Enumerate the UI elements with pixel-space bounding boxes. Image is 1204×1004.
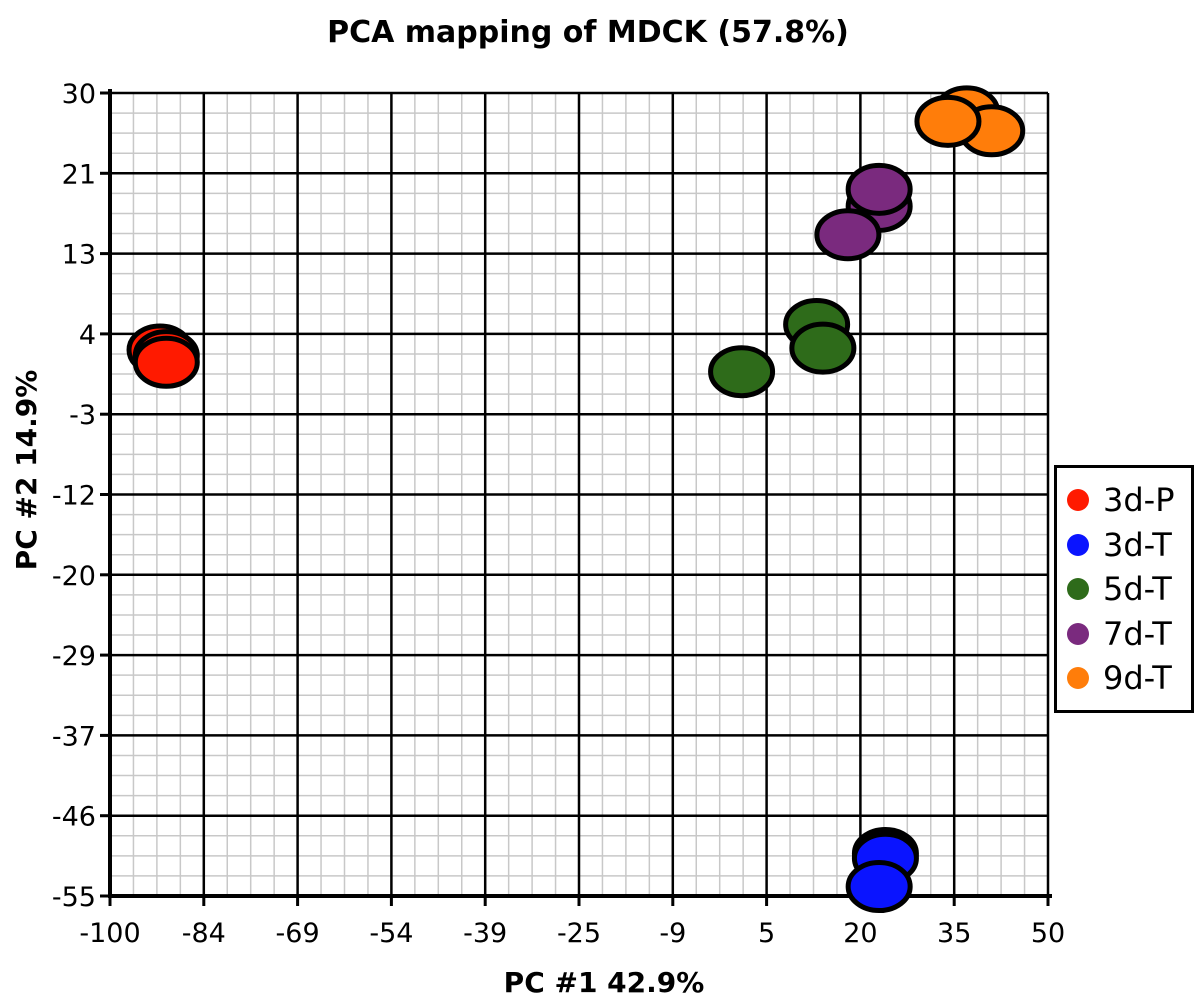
x-tick-label: -39: [463, 918, 507, 949]
y-tick-label: 4: [79, 320, 96, 351]
data-point-5d-t: [789, 321, 857, 375]
legend-marker-9d-t: [1067, 667, 1089, 689]
legend-label: 3d-T: [1103, 525, 1172, 564]
x-axis-label: PC #1 42.9%: [504, 966, 705, 999]
legend-item-7d-t: 7d-T: [1067, 614, 1181, 654]
legend-label: 3d-P: [1103, 481, 1175, 519]
data-point-3d-t: [845, 860, 913, 914]
legend-item-3d-p: 3d-P: [1067, 480, 1181, 520]
legend-item-3d-t: 3d-T: [1067, 525, 1181, 565]
data-point-7d-t: [814, 208, 882, 262]
y-tick-label: -46: [52, 802, 96, 833]
legend-marker-7d-t: [1067, 622, 1089, 645]
y-axis-label: PC #2 14.9%: [10, 370, 43, 571]
legend-label: 9d-T: [1103, 659, 1172, 697]
legend: 3d-P 3d-T 5d-T 7d-T 9d-T: [1054, 465, 1194, 713]
y-tick-label: -37: [52, 721, 96, 752]
legend-label: 7d-T: [1103, 614, 1172, 653]
data-point-9d-t: [914, 94, 982, 148]
x-tick-label: 50: [1031, 918, 1065, 949]
y-tick-label: 13: [62, 240, 96, 271]
x-tick-label: -25: [557, 918, 601, 949]
chart-title: PCA mapping of MDCK (57.8%): [327, 15, 849, 50]
legend-item-5d-t: 5d-T: [1067, 569, 1181, 609]
x-tick-label: -54: [369, 918, 413, 949]
axes: -100 -84 -69 -54 -39 -25 -9 5 20 35 50 30 21 13 4 -3 -12…: [52, 79, 1065, 949]
x-tick-label: -69: [276, 918, 320, 949]
y-tick-label: 21: [62, 159, 96, 190]
x-tick-label: -84: [182, 918, 226, 949]
y-tick-label: 30: [62, 79, 96, 110]
x-tick-label: -9: [659, 918, 686, 949]
y-tick-label: -12: [52, 481, 96, 512]
legend-item-9d-t: 9d-T: [1067, 658, 1181, 698]
x-tick-label: 5: [758, 918, 775, 949]
data-point-3d-p: [132, 335, 200, 389]
legend-label: 5d-T: [1103, 570, 1172, 608]
legend-marker-3d-t: [1067, 533, 1089, 556]
legend-marker-5d-t: [1067, 578, 1089, 600]
legend-marker-3d-p: [1067, 489, 1089, 511]
data-point-5d-t: [708, 345, 776, 399]
y-tick-label: -55: [52, 882, 96, 913]
y-tick-label: -20: [52, 561, 96, 592]
y-tick-label: -3: [69, 400, 96, 431]
y-tick-label: -29: [52, 641, 96, 672]
data-point-7d-t: [845, 162, 913, 216]
x-tick-label: -100: [79, 918, 140, 949]
x-tick-label: 20: [843, 918, 877, 949]
data-points: [126, 85, 1026, 914]
x-tick-label: 35: [937, 918, 971, 949]
